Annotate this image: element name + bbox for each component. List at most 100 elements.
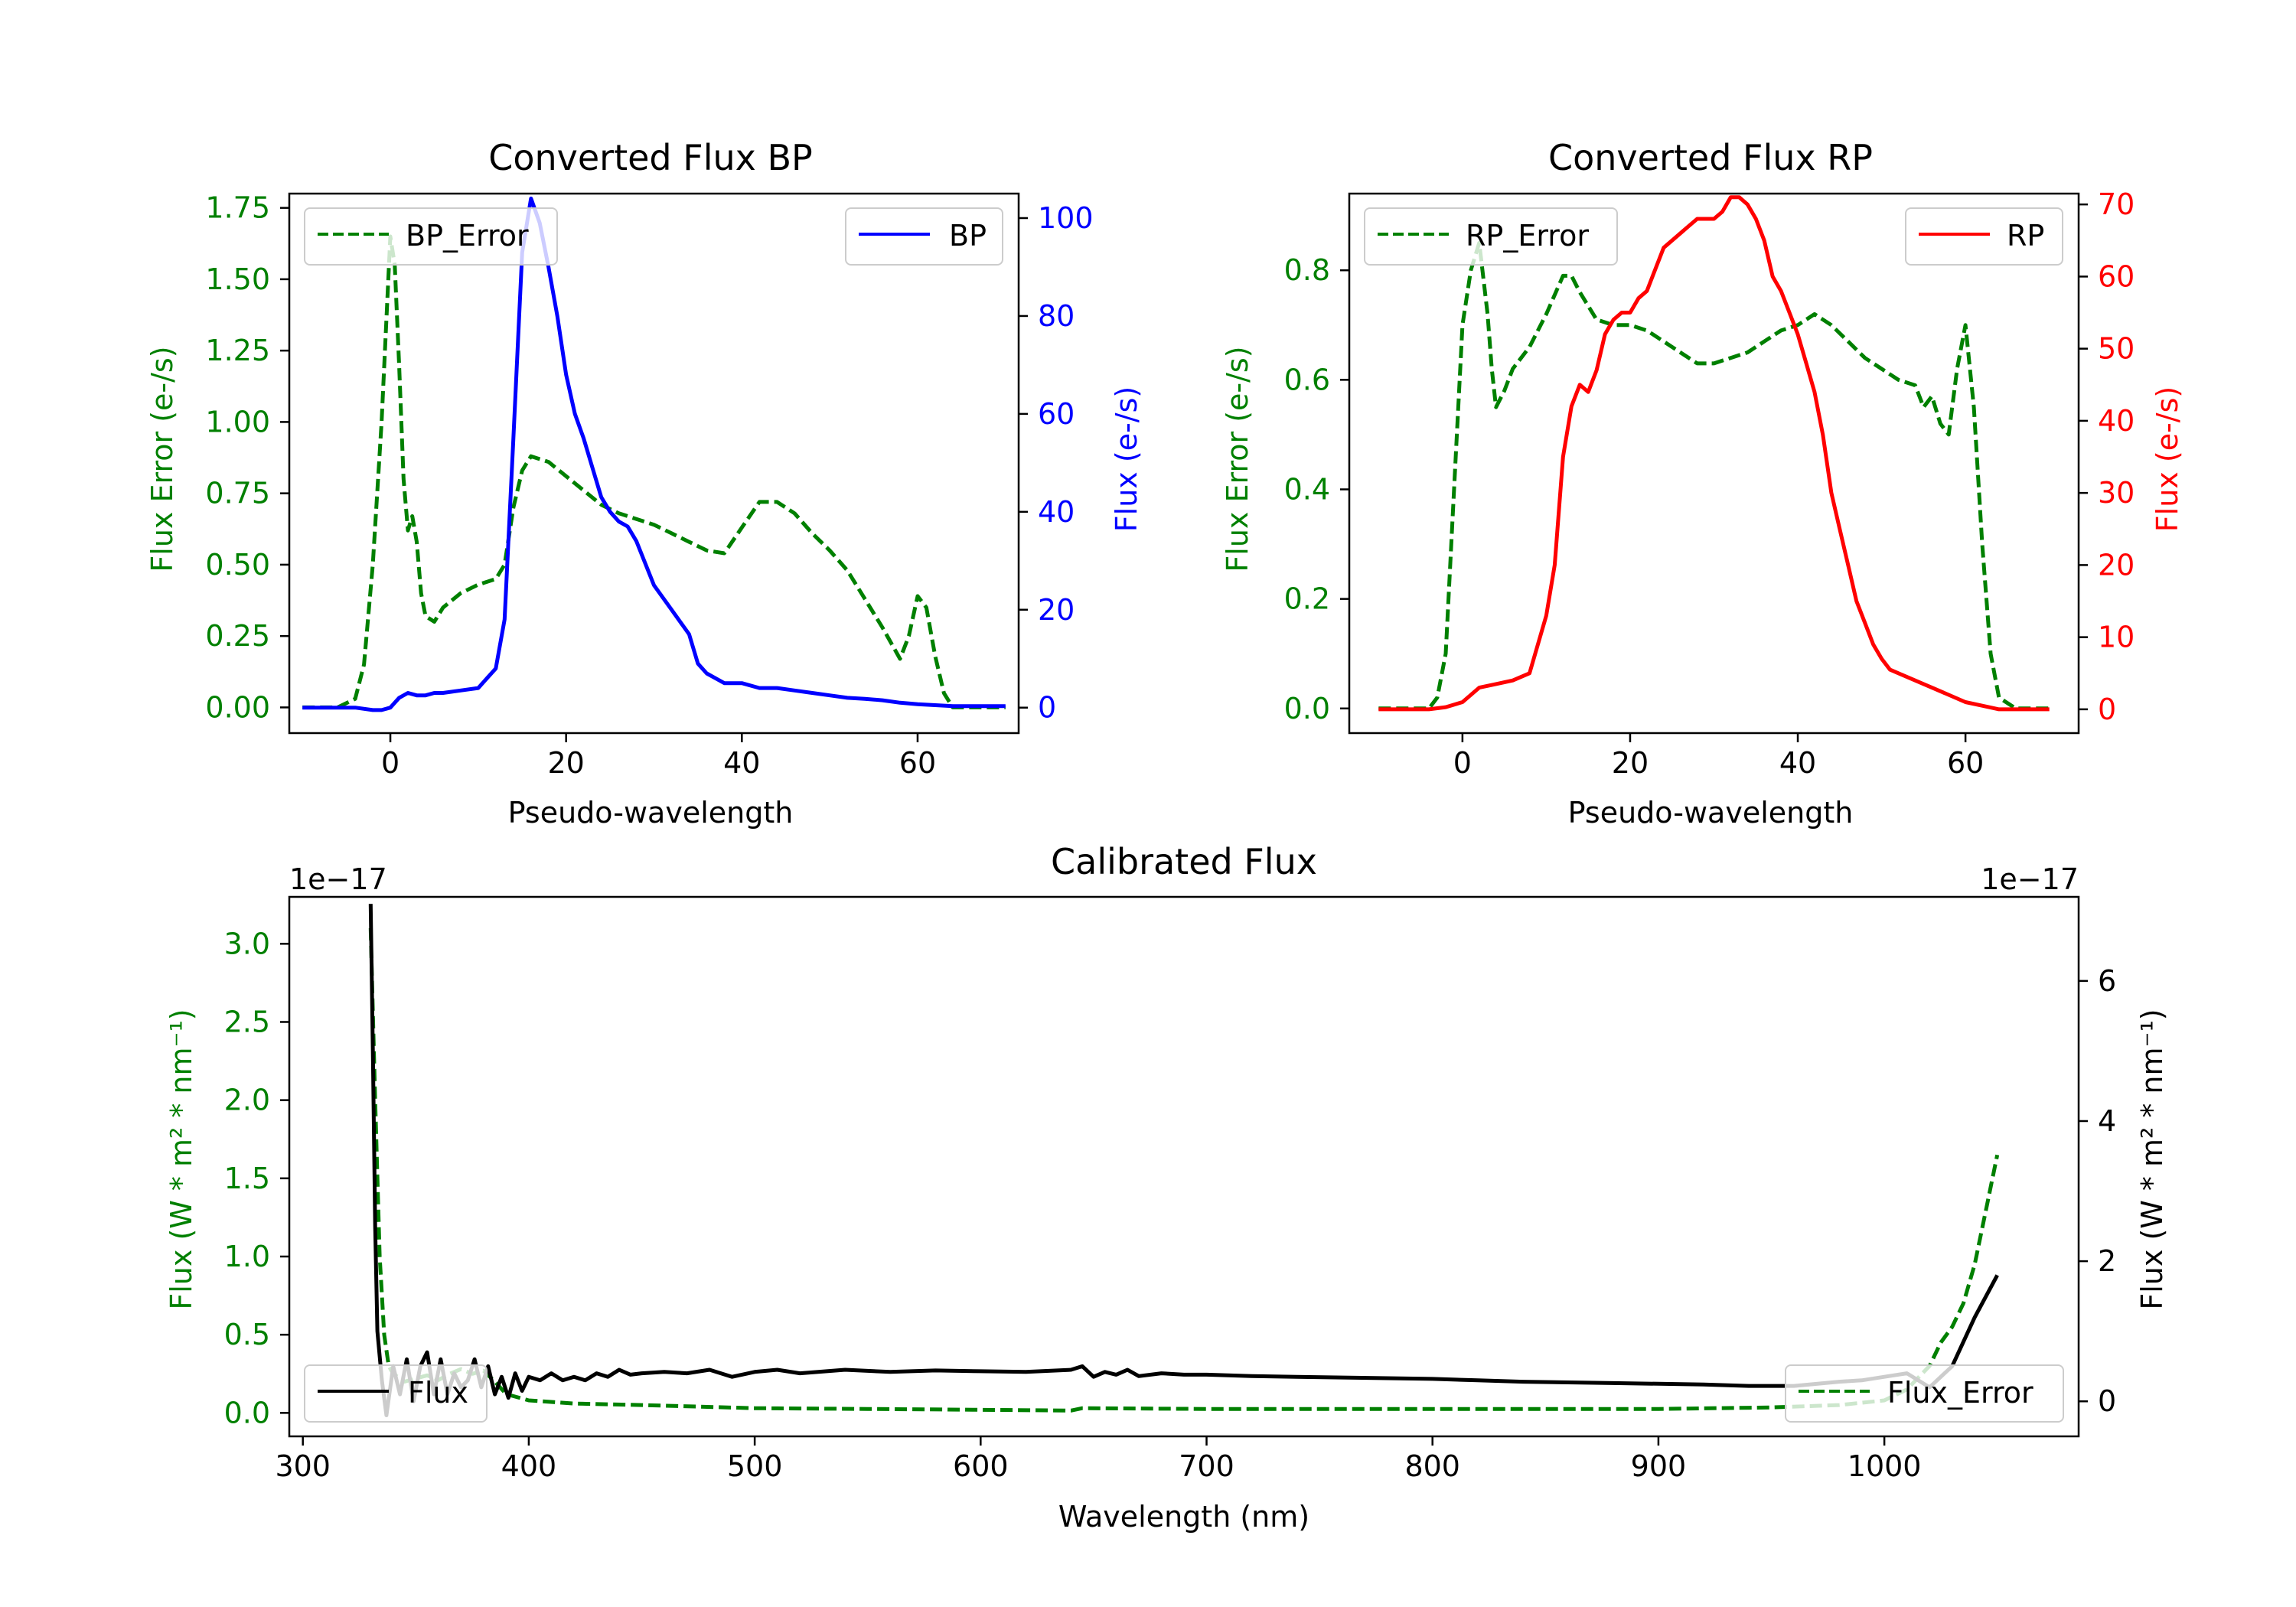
bp-legend-flux-label: BP [949,219,987,253]
rp-y-left-tick-label: 0.0 [1284,692,1330,725]
bp-y-left-tick-label: 1.50 [205,262,270,296]
calibrated-legend-flux-label: Flux [408,1376,468,1410]
bp-y-right-tick-label: 80 [1038,299,1075,333]
bp-plot-frame [288,192,1020,735]
rp-y-left-ticks: 0.0 0.2 0.4 0.6 0.8 [1284,253,1349,725]
bp-series-bp [302,196,1006,712]
rp-legend-error-label: RP_Error [1466,219,1589,253]
calibrated-x-tick-label: 800 [1404,1449,1460,1483]
rp-plot-frame [1348,192,2080,735]
calibrated-y-left-ticks: 0.0 0.5 1.0 1.5 2.0 2.5 3.0 [224,927,289,1429]
rp-chart-title: Converted Flux RP [1548,137,1873,178]
calibrated-y-right-axis-label: Flux (W * m² * nm⁻¹) [2135,1009,2169,1309]
bp-y-left-axis-label: Flux Error (e-/s) [145,346,179,572]
bp-y-left-tick-label: 1.75 [205,191,270,225]
rp-y-right-tick-label: 70 [2098,187,2135,221]
bp-x-tick-label: 40 [723,746,760,780]
calibrated-y-left-tick-label: 3.0 [224,927,270,960]
bp-y-left-tick-label: 1.00 [205,405,270,438]
calibrated-y-right-tick-label: 0 [2098,1384,2116,1418]
rp-y-left-tick-label: 0.6 [1284,363,1330,396]
calibrated-x-tick-label: 300 [275,1449,331,1483]
rp-y-right-tick-label: 50 [2098,332,2135,366]
calibrated-y-right-tick-label: 2 [2098,1244,2116,1278]
calibrated-x-tick-label: 700 [1179,1449,1234,1483]
calibrated-chart-title: Calibrated Flux [1051,841,1317,882]
calibrated-legend-error: Flux_Error [1785,1364,2064,1423]
bp-y-right-tick-label: 40 [1038,495,1075,529]
rp-y-right-axis-label: Flux (e-/s) [2151,386,2184,532]
bp-y-left-tick-label: 0.00 [205,690,270,724]
calibrated-y-right-tick-label: 4 [2098,1104,2116,1138]
rp-legend-flux: RP [1905,207,2063,266]
rp-x-ticks: 0 20 40 60 [1453,733,1984,780]
rp-y-right-tick-label: 30 [2098,476,2135,510]
rp-y-right-tick-label: 60 [2098,259,2135,293]
calibrated-y-left-tick-label: 2.5 [224,1005,270,1038]
calibrated-chart: Calibrated Flux Wavelength (nm) 1e−17 1e… [165,841,2169,1534]
rp-x-axis-label: Pseudo-wavelength [1568,796,1854,830]
rp-y-right-tick-label: 10 [2098,621,2135,654]
bp-x-tick-label: 20 [548,746,585,780]
rp-legend-error: RP_Error [1364,207,1618,266]
calibrated-y-left-tick-label: 0.5 [224,1318,270,1351]
calibrated-y-left-axis-label: Flux (W * m² * nm⁻¹) [165,1009,198,1309]
bp-chart: Converted Flux BP Pseudo-wavelength Flux… [145,137,1143,830]
bp-y-right-tick-label: 100 [1038,201,1094,235]
bp-y-right-tick-label: 60 [1038,397,1075,431]
bp-lines [302,196,1006,712]
rp-y-right-tick-label: 20 [2098,548,2135,582]
rp-series-rp-error [1378,240,2050,711]
calibrated-y-left-tick-label: 1.5 [224,1162,270,1195]
bp-x-axis-label: Pseudo-wavelength [508,796,794,830]
calibrated-x-axis-label: Wavelength (nm) [1058,1500,1309,1534]
calibrated-x-ticks: 300 400 500 600 700 800 900 1000 [275,1436,1921,1483]
calibrated-x-tick-label: 600 [953,1449,1009,1483]
calibrated-y-right-offset: 1e−17 [1981,862,2079,896]
bp-x-tick-label: 60 [899,746,936,780]
bp-y-left-tick-label: 0.75 [205,477,270,510]
calibrated-x-tick-label: 500 [727,1449,783,1483]
calibrated-y-right-tick-label: 6 [2098,964,2116,998]
bp-y-right-tick-label: 20 [1038,593,1075,627]
bp-y-left-tick-label: 0.25 [205,619,270,653]
bp-legend-flux: BP [845,207,1003,266]
calibrated-plot-frame [288,895,2080,1438]
bp-legend-error: BP_Error [304,207,558,266]
rp-y-left-axis-label: Flux Error (e-/s) [1221,346,1254,572]
rp-x-tick-label: 0 [1453,746,1472,780]
rp-legend-flux-label: RP [2007,219,2044,253]
bp-chart-title: Converted Flux BP [488,137,813,178]
calibrated-legend-flux: Flux [304,1364,488,1423]
rp-x-tick-label: 60 [1947,746,1984,780]
rp-x-tick-label: 20 [1612,746,1649,780]
bp-y-left-tick-label: 0.50 [205,548,270,582]
calibrated-y-right-ticks: 0 2 4 6 [2079,964,2116,1418]
bp-series-bp-error [302,234,1006,709]
calibrated-legend-error-label: Flux_Error [1887,1376,2033,1410]
calibrated-y-left-tick-label: 1.0 [224,1240,270,1273]
rp-y-right-ticks: 0 10 20 30 40 50 60 70 [2079,187,2135,726]
rp-y-left-tick-label: 0.8 [1284,253,1330,287]
bp-x-tick-label: 0 [381,746,400,780]
rp-y-left-tick-label: 0.4 [1284,472,1330,506]
rp-series-rp [1378,195,2050,712]
rp-chart: Converted Flux RP Pseudo-wavelength Flux… [1221,137,2184,830]
bp-y-right-axis-label: Flux (e-/s) [1110,386,1143,532]
rp-x-tick-label: 40 [1779,746,1816,780]
calibrated-x-tick-label: 400 [501,1449,557,1483]
rp-y-left-tick-label: 0.2 [1284,582,1330,616]
bp-legend-error-label: BP_Error [406,219,529,253]
rp-y-right-tick-label: 40 [2098,404,2135,438]
calibrated-x-tick-label: 1000 [1848,1449,1922,1483]
bp-x-ticks: 0 20 40 60 [381,733,936,780]
rp-lines [1378,195,2050,712]
calibrated-y-left-offset: 1e−17 [289,862,387,896]
calibrated-x-tick-label: 900 [1631,1449,1687,1483]
calibrated-y-left-tick-label: 0.0 [224,1396,270,1429]
bp-y-right-ticks: 0 20 40 60 80 100 [1019,201,1094,725]
calibrated-y-left-tick-label: 2.0 [224,1084,270,1117]
bp-y-left-tick-label: 1.25 [205,334,270,367]
bp-y-left-ticks: 0.00 0.25 0.50 0.75 1.00 1.25 1.50 1.75 [205,191,289,724]
